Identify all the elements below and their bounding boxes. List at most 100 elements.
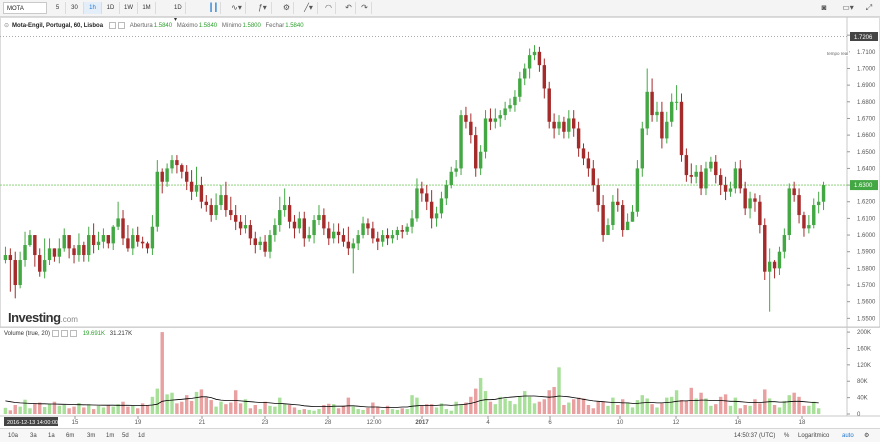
x-tick-label: 15 bbox=[72, 420, 79, 426]
candle-body bbox=[18, 260, 22, 286]
volume-bar bbox=[287, 404, 292, 414]
range-1y[interactable]: 1a bbox=[48, 433, 55, 439]
candle-body bbox=[816, 201, 821, 206]
volume-bar bbox=[655, 407, 659, 414]
volume-bar bbox=[625, 402, 630, 414]
candle-body bbox=[576, 128, 581, 149]
indicator-icon[interactable]: ƒ▾ bbox=[254, 2, 272, 14]
candle-body bbox=[679, 101, 684, 156]
chart-canvas[interactable]: 1.5500 1.5600 1.5700 1.5800 1.5900 1.6000 1.61… bbox=[0, 17, 880, 428]
volume-bar bbox=[537, 401, 542, 414]
gear-icon[interactable]: ⚙ bbox=[280, 2, 294, 14]
candle-body bbox=[444, 185, 449, 199]
auto-toggle[interactable]: auto bbox=[842, 433, 854, 439]
volume-bar bbox=[13, 404, 17, 414]
volume-bar bbox=[243, 399, 248, 414]
candle-body bbox=[209, 205, 213, 216]
volume-bar bbox=[611, 397, 615, 414]
range-1m[interactable]: 1m bbox=[106, 433, 115, 439]
drawing-icon[interactable]: ╱▾ bbox=[300, 2, 318, 14]
volume-bar bbox=[503, 398, 507, 414]
range-1d[interactable]: 1d bbox=[138, 433, 145, 439]
volume-ma-line bbox=[5, 395, 819, 408]
x-tick-label: 21 bbox=[199, 420, 206, 426]
y-tick-label: 1.6900 bbox=[857, 83, 876, 89]
candle-body bbox=[704, 168, 708, 189]
gear-icon[interactable]: ⚙ bbox=[864, 433, 870, 439]
undo-icon[interactable]: ↶ bbox=[342, 2, 356, 14]
candle-body bbox=[356, 235, 360, 244]
candle-body bbox=[160, 171, 164, 182]
volume-bar bbox=[718, 396, 723, 414]
range-5d[interactable]: 5d bbox=[122, 433, 129, 439]
candle-body bbox=[87, 235, 91, 256]
volume-value: 19.691K bbox=[82, 331, 106, 337]
volume-bar bbox=[23, 399, 27, 414]
x-tick-label: 23 bbox=[262, 420, 269, 426]
volume-bar bbox=[371, 402, 375, 414]
candle-body bbox=[248, 225, 253, 239]
percent-toggle[interactable]: % bbox=[784, 433, 790, 439]
range-3y[interactable]: 3a bbox=[30, 433, 37, 439]
volume-bar bbox=[532, 403, 537, 414]
volume-checkbox-2[interactable] bbox=[61, 329, 69, 337]
symbol-input[interactable]: MOTA bbox=[3, 2, 47, 14]
volume-checkbox[interactable] bbox=[52, 329, 60, 337]
range-6m[interactable]: 6m bbox=[66, 433, 75, 439]
line-chart-icon[interactable]: ∿▾ bbox=[228, 2, 246, 14]
volume-bar bbox=[748, 405, 752, 414]
volume-bar bbox=[405, 409, 409, 414]
volume-bar bbox=[322, 404, 326, 414]
volume-bar bbox=[547, 390, 551, 414]
interval-1h-button[interactable]: 1h bbox=[84, 2, 102, 14]
interval-5m-button[interactable]: 5 bbox=[50, 2, 66, 14]
candle-body bbox=[532, 51, 537, 56]
volume-bar bbox=[248, 408, 253, 414]
volume-bar bbox=[390, 409, 395, 414]
volume-bar bbox=[567, 402, 571, 414]
candle-body bbox=[518, 78, 522, 97]
camera-icon[interactable]: ◙ bbox=[821, 3, 827, 12]
candle-body bbox=[33, 235, 37, 256]
candles-icon[interactable]: ┃┃ bbox=[207, 2, 221, 14]
legend-checkbox[interactable] bbox=[109, 21, 117, 29]
candle-body bbox=[96, 241, 101, 246]
chart-legend: ⊝ Mota-Engil, Portugal, 60, Lisboa Abertu… bbox=[4, 21, 304, 31]
candle-body bbox=[669, 101, 674, 122]
range-3m[interactable]: 3m bbox=[87, 433, 96, 439]
y-tick-label: 1.5600 bbox=[857, 300, 876, 306]
candle-body bbox=[238, 221, 243, 229]
interval-30m-button[interactable]: 30 bbox=[66, 2, 84, 14]
candle-body bbox=[136, 235, 140, 242]
candle-body bbox=[557, 121, 561, 129]
volume-bar bbox=[131, 405, 135, 414]
volume-bar bbox=[493, 404, 498, 414]
candle-body bbox=[498, 115, 502, 119]
candle-body bbox=[723, 185, 728, 192]
layout-icon[interactable]: ▭▾ bbox=[842, 3, 854, 12]
volume-bar bbox=[645, 398, 649, 414]
volume-checkbox-3[interactable] bbox=[70, 329, 78, 337]
interval-1d-button[interactable]: 1D bbox=[102, 2, 120, 14]
volume-bar bbox=[361, 409, 365, 414]
volume-bar bbox=[33, 403, 37, 414]
volume-bar bbox=[38, 402, 42, 414]
volume-bar bbox=[420, 405, 424, 414]
magnet-icon[interactable]: ◠ bbox=[322, 2, 336, 14]
candle-body bbox=[140, 241, 145, 244]
interval-1m-button[interactable]: 1M bbox=[138, 2, 156, 14]
redo-icon[interactable]: ↷ bbox=[358, 2, 372, 14]
fullscreen-icon[interactable]: ⤢ bbox=[865, 3, 873, 12]
volume-bar bbox=[523, 391, 527, 414]
candle-body bbox=[601, 205, 605, 236]
y-tick-label: 1.5900 bbox=[857, 250, 876, 256]
collapse-icon[interactable]: ⊝ bbox=[4, 23, 10, 29]
candle-body bbox=[57, 248, 62, 257]
range-10y[interactable]: 10a bbox=[8, 433, 19, 439]
interval-dropdown[interactable]: 1D ▾ bbox=[156, 2, 186, 23]
candle-body bbox=[571, 118, 576, 129]
interval-1w-button[interactable]: 1W bbox=[120, 2, 138, 14]
legend-checkbox-2[interactable] bbox=[118, 21, 126, 29]
candle-body bbox=[542, 65, 547, 89]
log-toggle[interactable]: Logarítmico bbox=[798, 433, 830, 439]
